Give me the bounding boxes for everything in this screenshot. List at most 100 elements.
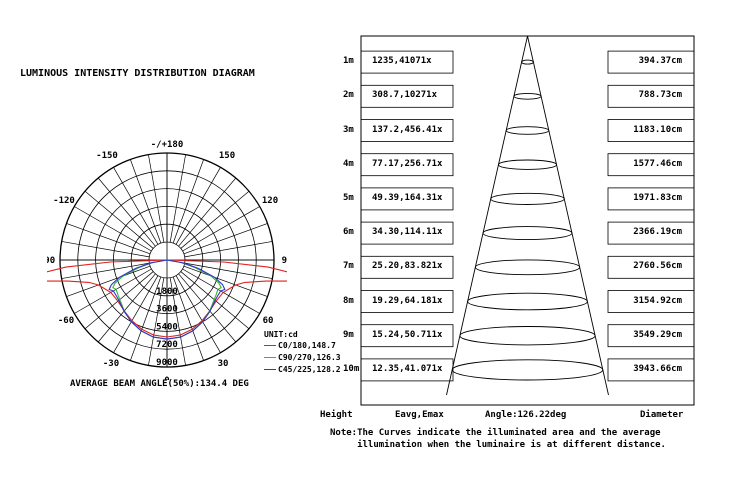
polar-radial-label: 7200 [156,340,178,350]
polar-chart: -/+180 150 120 90 60 30 0 -30 -60 -90 -120 -150 1800… [47,140,287,380]
polar-radial-label: 9000 [156,358,178,368]
polar-angle-label: -/+180 [151,140,184,150]
polar-angle-label: 120 [262,196,278,206]
polar-spoke [172,276,204,361]
polar-angle-label: 30 [218,359,229,369]
table-left-box [360,50,454,74]
table-left-box [360,187,454,211]
table-right-box [607,255,695,279]
polar-spoke [182,206,260,252]
polar-spoke [74,206,152,252]
row-illuminance-value: 19.29,64.181x [372,295,443,306]
polar-spoke [130,276,162,361]
cone-ellipse [490,192,565,205]
legend-swatch [264,345,276,346]
polar-angle-label: -30 [103,359,119,369]
polar-spoke [175,275,221,353]
polar-spoke [130,159,162,244]
polar-spoke [97,273,156,343]
cone-ellipse [513,92,542,100]
polar-spoke [169,154,186,243]
table-right-box [607,50,695,74]
polar-spoke [184,262,273,279]
legend-label: C0/180,148.7 [278,341,336,350]
row-height-label: 7m [343,261,354,272]
cone-ellipse [467,292,588,311]
table-right-box [607,84,695,108]
table-left-box [360,255,454,279]
polar-curves [47,259,287,340]
row-illuminance-value: 15.24,50.711x [372,329,443,340]
polar-spoke [184,241,273,258]
table-left-box [360,221,454,245]
row-illuminance-value: 137.2,456.41x [372,124,443,135]
row-illuminance-value: 25.20,83.821x [372,261,443,272]
polar-angle-label: -90 [47,256,55,266]
polar-labels: -/+180 150 120 90 60 30 0 -30 -60 -90 -120 -150 1800… [47,140,287,380]
note-line-2: illumination when the luminaire is at di… [330,440,666,450]
beam-angle-text: AVERAGE BEAM ANGLE(50%):134.4 DEG [70,379,249,389]
row-diameter-value: 3154.92cm [633,295,682,306]
polar-spoke [148,277,165,366]
row-illuminance-value: 49.39,164.31x [372,192,443,203]
legend-label: C90/270,126.3 [278,353,341,362]
polar-angle-label: 60 [263,316,274,326]
cone-edge-left [446,35,528,396]
polar-spoke [61,262,150,279]
table-right-box [607,221,695,245]
table-left-box [360,153,454,177]
cone-ellipse [474,259,581,276]
legend-item-c0: C0/180,148.7 [264,341,336,350]
row-illuminance-value: 308.7,10271x [372,90,438,101]
polar-spoke [178,273,237,343]
table-right-box [607,358,695,382]
cone-ellipse [505,126,550,135]
diagram-title: LUMINOUS INTENSITY DISTRIBUTION DIAGRAM [20,68,255,79]
legend-swatch [264,369,276,370]
table-lines [360,50,695,382]
header-illuminance: Eavg,Emax [395,410,444,420]
row-height-label: 4m [343,158,354,169]
polar-angle-label: 150 [219,151,235,161]
row-diameter-value: 2366.19cm [633,227,682,238]
row-illuminance-value: 77.17,256.71x [372,158,443,169]
legend-item-c90: C90/270,126.3 [264,353,341,362]
polar-angle-label: -120 [53,196,75,206]
polar-curve-series-0 [47,259,287,338]
row-height-label: 10m [343,363,360,374]
polar-spoke [97,177,156,247]
header-height: Height [320,410,353,420]
polar-spoke [169,277,186,366]
cone-edge-right [527,35,609,396]
legend-label: C45/225,128.2 [278,365,341,374]
polar-angle-label: -150 [96,151,118,161]
header-diameter: Diameter [640,410,684,420]
polar-radial-label: 3600 [156,305,178,315]
polar-spoke [148,154,165,243]
cone-ellipse [451,359,604,381]
polar-spoke [84,190,154,249]
cone-ellipse [459,326,596,346]
row-height-label: 1m [343,56,354,67]
polar-spoke [66,223,151,255]
cone-ellipse [521,59,534,65]
table-right-box [607,153,695,177]
illumination-table [360,35,695,406]
polar-radial-label: 5400 [156,322,178,332]
row-diameter-value: 394.37cm [638,56,682,67]
polar-spoke [183,265,268,297]
polar-grid [59,152,275,368]
unit-label: UNIT:cd [264,330,298,339]
row-diameter-value: 2760.56cm [633,261,682,272]
row-diameter-value: 788.73cm [638,90,682,101]
polar-angle-label: 0 [164,376,169,380]
row-height-label: 9m [343,329,354,340]
polar-angle-label: -60 [58,316,74,326]
polar-spoke [172,159,204,244]
header-angle: Angle:126.22deg [485,410,567,420]
table-right-box [607,119,695,142]
row-height-label: 5m [343,192,354,203]
row-diameter-value: 1183.10cm [633,124,682,135]
row-height-label: 8m [343,295,354,306]
polar-spoke [178,177,237,247]
